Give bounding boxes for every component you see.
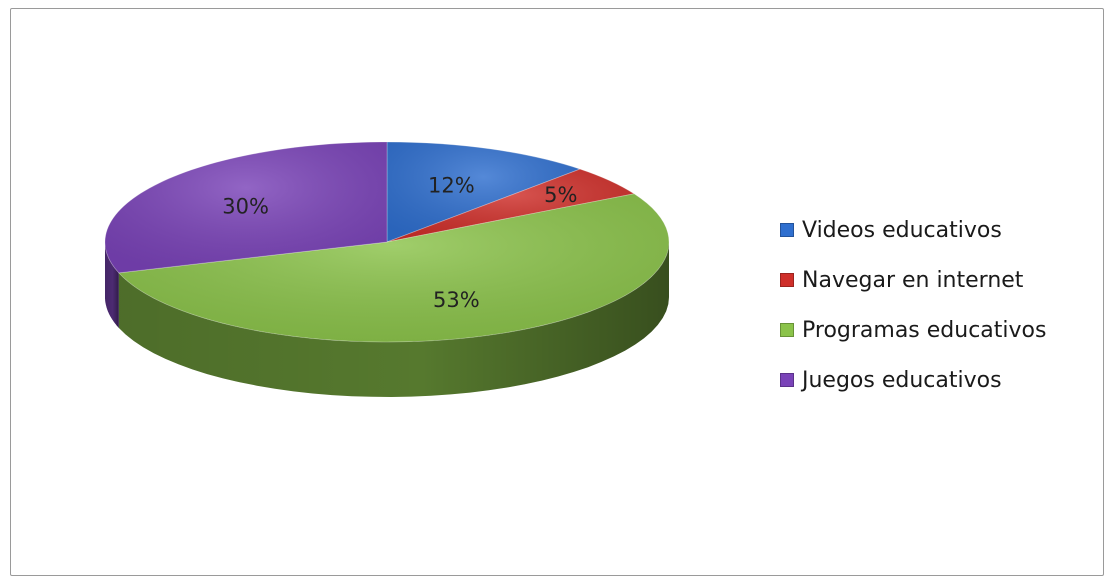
pie-slice-side-shade (118, 242, 670, 397)
pie-slice-highlight (104, 141, 387, 273)
legend-label: Videos educativos (802, 217, 1002, 243)
slice-data-label: 5% (544, 183, 577, 207)
pie-slice-highlight (387, 142, 580, 242)
pie-slice-highlight (118, 193, 669, 342)
chart-legend: Videos educativos Navegar en internet Pr… (780, 205, 1046, 405)
slice-data-label: 30% (222, 195, 269, 219)
legend-swatch (780, 373, 794, 387)
legend-label: Juegos educativos (802, 367, 1002, 393)
legend-item: Videos educativos (780, 205, 1046, 255)
slice-data-label: 12% (428, 173, 475, 197)
legend-item: Juegos educativos (780, 355, 1046, 405)
pie-slice-highlight (387, 169, 635, 242)
legend-swatch (780, 273, 794, 287)
slice-data-label: 53% (433, 288, 480, 312)
legend-item: Navegar en internet (780, 255, 1046, 305)
legend-item: Programas educativos (780, 305, 1046, 355)
legend-label: Programas educativos (802, 317, 1047, 343)
legend-swatch (780, 223, 794, 237)
legend-swatch (780, 323, 794, 337)
legend-label: Navegar en internet (802, 267, 1024, 293)
pie-slice-side-shade (105, 242, 119, 328)
